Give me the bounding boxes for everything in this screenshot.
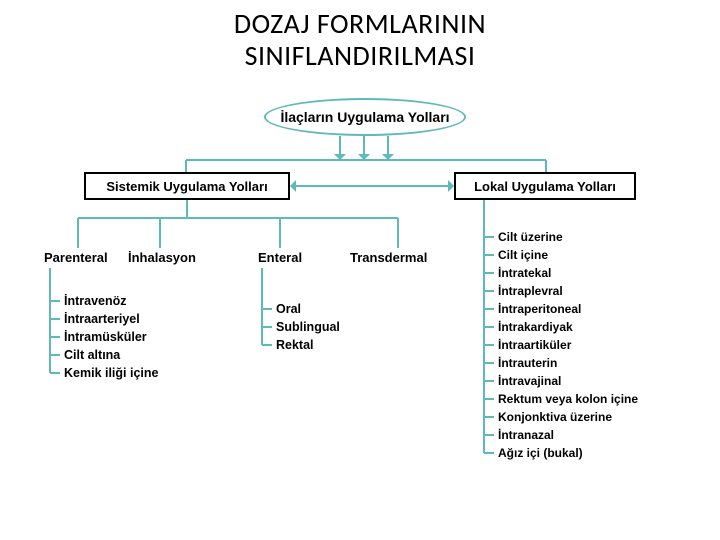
lokal-item: İntranazal bbox=[498, 426, 638, 444]
lokal-item: Konjonktiva üzerine bbox=[498, 408, 638, 426]
lokal-item: Rektum veya kolon içine bbox=[498, 390, 638, 408]
enteral-list: OralSublingualRektal bbox=[276, 300, 340, 354]
lokal-item: İntratekal bbox=[498, 264, 638, 282]
parenteral-item: İntraarteriyel bbox=[64, 310, 158, 328]
lokal-label: Lokal Uygulama Yolları bbox=[474, 179, 616, 194]
parenteral-item: Cilt altına bbox=[64, 346, 158, 364]
lokal-item: İntraartiküler bbox=[498, 336, 638, 354]
parenteral-item: Kemik iliği içine bbox=[64, 364, 158, 382]
lokal-box: Lokal Uygulama Yolları bbox=[454, 172, 636, 200]
lokal-item: İntraperitoneal bbox=[498, 300, 638, 318]
parenteral-list: İntravenözİntraarteriyelİntramüskülerCil… bbox=[64, 292, 158, 382]
lokal-item: Cilt üzerine bbox=[498, 228, 638, 246]
title-line-2: SINIFLANDIRILMASI bbox=[245, 38, 476, 73]
title-line-1: DOZAJ FORMLARININ bbox=[234, 6, 486, 41]
branch-enteral: Enteral bbox=[258, 250, 302, 265]
lokal-item: İntrakardiyak bbox=[498, 318, 638, 336]
lokal-list: Cilt üzerineCilt içineİntratekalİntraple… bbox=[498, 228, 638, 462]
lokal-item: Ağız içi (bukal) bbox=[498, 444, 638, 462]
enteral-item: Sublingual bbox=[276, 318, 340, 336]
parenteral-item: İntravenöz bbox=[64, 292, 158, 310]
diagram-stage: DOZAJ FORMLARININ SINIFLANDIRILMASI İlaç… bbox=[0, 0, 720, 540]
branch-parenteral: Parenteral bbox=[44, 250, 108, 265]
root-node: İlaçların Uygulama Yolları bbox=[264, 98, 466, 136]
lokal-item: İntrauterin bbox=[498, 354, 638, 372]
enteral-item: Rektal bbox=[276, 336, 340, 354]
lokal-item: İntraplevral bbox=[498, 282, 638, 300]
systemic-box: Sistemik Uygulama Yolları bbox=[84, 172, 290, 200]
lokal-item: Cilt içine bbox=[498, 246, 638, 264]
branch-transdermal: Transdermal bbox=[350, 250, 427, 265]
root-label: İlaçların Uygulama Yolları bbox=[280, 109, 449, 125]
systemic-label: Sistemik Uygulama Yolları bbox=[106, 179, 267, 194]
lokal-item: İntravajinal bbox=[498, 372, 638, 390]
page-title: DOZAJ FORMLARININ SINIFLANDIRILMASI bbox=[0, 8, 720, 72]
branch-inhalasyon: İnhalasyon bbox=[128, 250, 196, 265]
enteral-item: Oral bbox=[276, 300, 340, 318]
parenteral-item: İntramüsküler bbox=[64, 328, 158, 346]
